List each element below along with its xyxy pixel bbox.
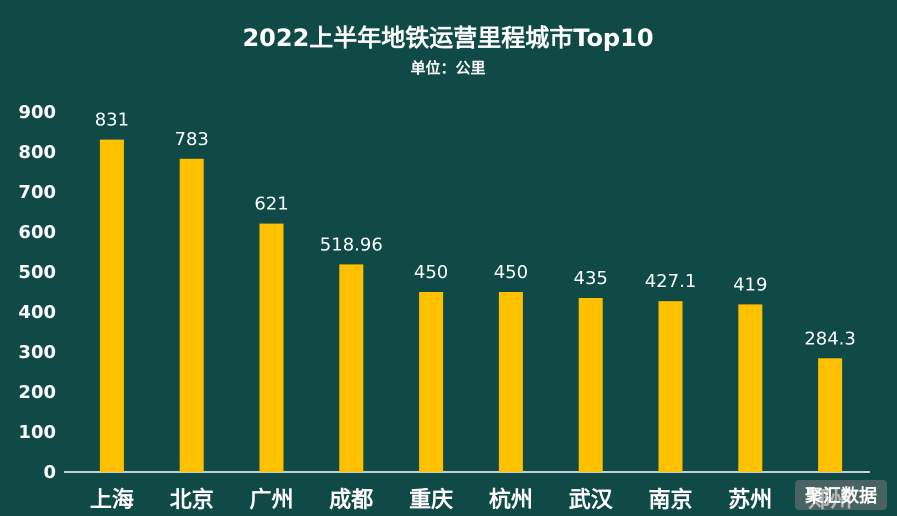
x-axis-ticks: 上海北京广州成都重庆杭州武汉南京苏州郑州 [90, 487, 852, 513]
y-tick-label: 300 [18, 342, 56, 363]
y-tick-label: 600 [18, 222, 56, 243]
bar [259, 223, 284, 472]
bar [99, 139, 124, 472]
y-tick-label: 500 [18, 262, 56, 283]
y-tick-label: 900 [18, 102, 56, 123]
data-label: 518.96 [320, 234, 383, 255]
y-tick-label: 200 [18, 382, 56, 403]
y-axis-ticks: 0 100 200 300 400 500 600 700 800 900 [18, 102, 56, 483]
data-label: 783 [175, 129, 209, 150]
bar [738, 304, 763, 472]
x-tick-label: 杭州 [489, 487, 533, 513]
data-label: 419 [733, 274, 767, 295]
x-tick-label: 重庆 [409, 487, 453, 513]
y-tick-label: 700 [18, 182, 56, 203]
bar [419, 292, 444, 472]
data-label: 450 [414, 262, 448, 283]
data-labels: 831 783 621 518.96 450 450 435 427.1 419 284.3 [95, 110, 856, 350]
data-label: 831 [95, 110, 129, 131]
x-tick-label: 南京 [648, 487, 692, 513]
chart-title: 2022上半年地铁运营里程城市Top10 [242, 24, 653, 52]
x-tick-label: 成都 [329, 488, 373, 513]
x-tick-label: 上海 [90, 487, 134, 513]
x-tick-label: 苏州 [728, 487, 772, 513]
bars [99, 139, 843, 473]
x-tick-label: 北京 [170, 487, 214, 513]
watermark: 聚汇数据 [795, 480, 887, 510]
x-tick-label: 武汉 [569, 488, 614, 513]
x-tick-label: 广州 [249, 487, 293, 513]
y-tick-label: 100 [18, 422, 56, 443]
data-label: 450 [494, 262, 528, 283]
chart-subtitle: 单位：公里 [410, 59, 485, 77]
bar [339, 264, 364, 472]
y-tick-label: 400 [18, 302, 56, 323]
y-tick-label: 800 [18, 142, 56, 163]
bar [578, 298, 603, 472]
data-label: 284.3 [804, 328, 856, 349]
bar [498, 292, 523, 472]
bar [818, 358, 843, 472]
bar [179, 158, 204, 473]
y-tick-label: 0 [43, 462, 56, 483]
data-label: 435 [574, 268, 608, 289]
bar [658, 301, 683, 472]
data-label: 427.1 [645, 271, 697, 292]
data-label: 621 [254, 194, 288, 215]
